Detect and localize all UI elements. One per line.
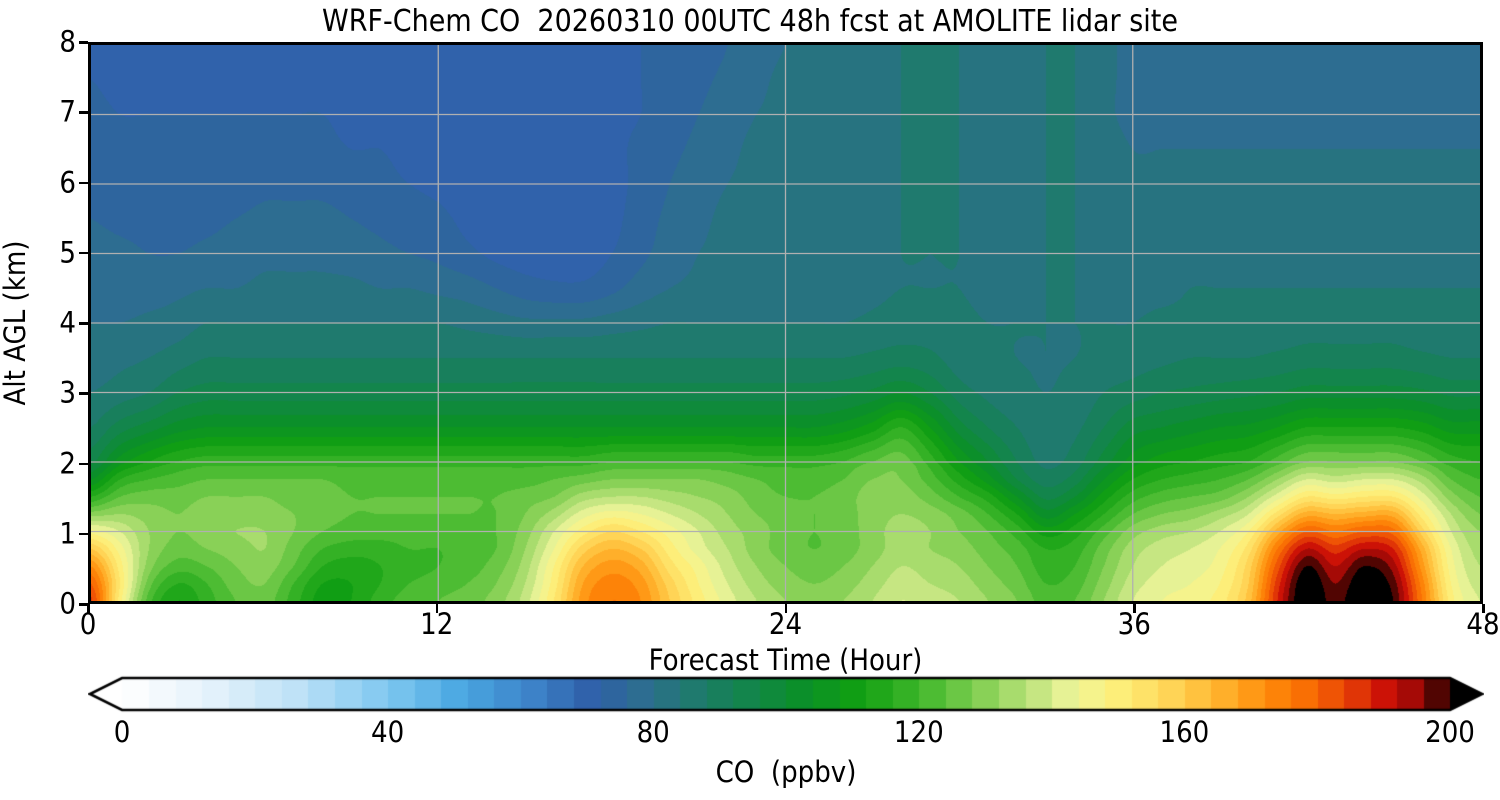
x-tick-label: 0 bbox=[79, 607, 97, 641]
y-tick-mark bbox=[79, 392, 88, 395]
y-tick-label: 4 bbox=[59, 305, 76, 340]
chart-title: WRF-Chem CO 20260310 00UTC 48h fcst at A… bbox=[322, 4, 1178, 39]
y-tick-mark bbox=[79, 462, 88, 465]
x-tick-mark bbox=[1482, 604, 1485, 613]
colorbar-tick-label: 120 bbox=[893, 715, 944, 749]
colorbar-tick-label: 0 bbox=[113, 715, 131, 749]
y-tick-label: 5 bbox=[59, 235, 76, 270]
y-tick-label: 8 bbox=[59, 24, 76, 59]
x-tick-label: 48 bbox=[1466, 607, 1500, 641]
plot-area bbox=[88, 42, 1483, 604]
y-tick-label: 3 bbox=[59, 375, 76, 410]
y-tick-label: 6 bbox=[59, 165, 76, 199]
x-tick-mark bbox=[1133, 604, 1136, 613]
y-tick-mark bbox=[79, 111, 88, 114]
colorbar-tick-label: 40 bbox=[370, 715, 405, 749]
x-tick-label: 36 bbox=[1117, 607, 1151, 641]
y-tick-mark bbox=[79, 532, 88, 536]
colorbar-tick-label: 200 bbox=[1425, 715, 1475, 749]
y-tick-mark bbox=[79, 251, 88, 255]
co-contour-field bbox=[91, 45, 1480, 601]
y-tick-label: 2 bbox=[59, 446, 76, 480]
x-axis-label: Forecast Time (Hour) bbox=[648, 643, 923, 677]
y-tick-mark bbox=[79, 322, 88, 325]
x-tick-mark bbox=[87, 604, 90, 613]
y-tick-mark bbox=[79, 603, 88, 606]
x-tick-mark bbox=[435, 604, 439, 613]
x-tick-mark bbox=[784, 604, 787, 613]
y-axis-label: Alt AGL (km) bbox=[0, 240, 32, 406]
x-tick-label: 12 bbox=[420, 607, 454, 641]
colorbar-tick-label: 160 bbox=[1159, 715, 1210, 749]
y-tick-label: 7 bbox=[59, 94, 76, 129]
y-tick-label: 1 bbox=[59, 516, 76, 551]
x-tick-label: 24 bbox=[768, 607, 803, 641]
y-tick-mark bbox=[79, 181, 88, 184]
colorbar-label: CO (ppbv) bbox=[715, 755, 857, 789]
colorbar-gradient bbox=[88, 674, 1484, 714]
colorbar bbox=[88, 674, 1484, 714]
y-tick-label: 0 bbox=[59, 586, 76, 621]
colorbar-tick-label: 80 bbox=[636, 715, 670, 749]
y-tick-mark bbox=[79, 41, 88, 44]
